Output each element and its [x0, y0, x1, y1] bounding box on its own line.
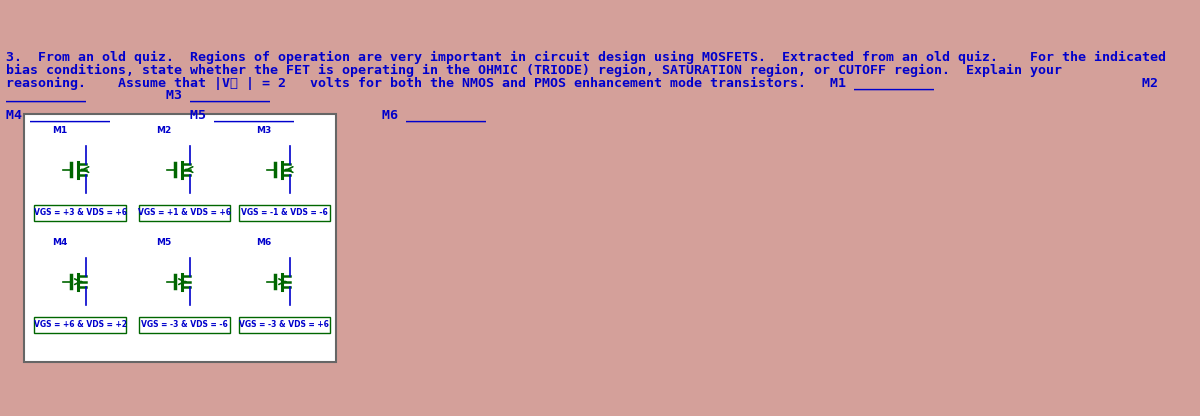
Text: M4 __________          M5 __________           M6 __________: M4 __________ M5 __________ M6 _________… [6, 109, 486, 122]
FancyBboxPatch shape [138, 205, 230, 221]
FancyBboxPatch shape [24, 114, 336, 362]
Text: VGS = +1 & VDS = +6: VGS = +1 & VDS = +6 [138, 208, 230, 217]
FancyBboxPatch shape [239, 317, 330, 333]
Text: VGS = +6 & VDS = +2: VGS = +6 & VDS = +2 [34, 320, 126, 329]
FancyBboxPatch shape [138, 317, 230, 333]
Text: 3.  From an old quiz.  Regions of operation are very important in circuit design: 3. From an old quiz. Regions of operatio… [6, 51, 1166, 64]
Text: reasoning.    Assume that |V⁔ | = 2   volts for both the NMOS and PMOS enhanceme: reasoning. Assume that |V⁔ | = 2 volts f… [6, 77, 1158, 90]
FancyBboxPatch shape [35, 205, 126, 221]
Text: VGS = -3 & VDS = -6: VGS = -3 & VDS = -6 [140, 320, 228, 329]
Text: VGS = +3 & VDS = +6: VGS = +3 & VDS = +6 [34, 208, 126, 217]
Text: M1: M1 [52, 126, 67, 134]
Text: M6: M6 [257, 238, 271, 247]
FancyBboxPatch shape [239, 205, 330, 221]
Text: M4: M4 [52, 238, 67, 247]
Text: __________          M3 __________: __________ M3 __________ [6, 89, 270, 102]
Text: M2: M2 [156, 126, 172, 134]
FancyBboxPatch shape [35, 317, 126, 333]
Text: bias conditions, state whether the FET is operating in the OHMIC (TRIODE) region: bias conditions, state whether the FET i… [6, 64, 1062, 77]
Text: M3: M3 [257, 126, 271, 134]
Text: VGS = -3 & VDS = +6: VGS = -3 & VDS = +6 [239, 320, 329, 329]
Text: VGS = -1 & VDS = -6: VGS = -1 & VDS = -6 [241, 208, 328, 217]
Text: M5: M5 [156, 238, 172, 247]
